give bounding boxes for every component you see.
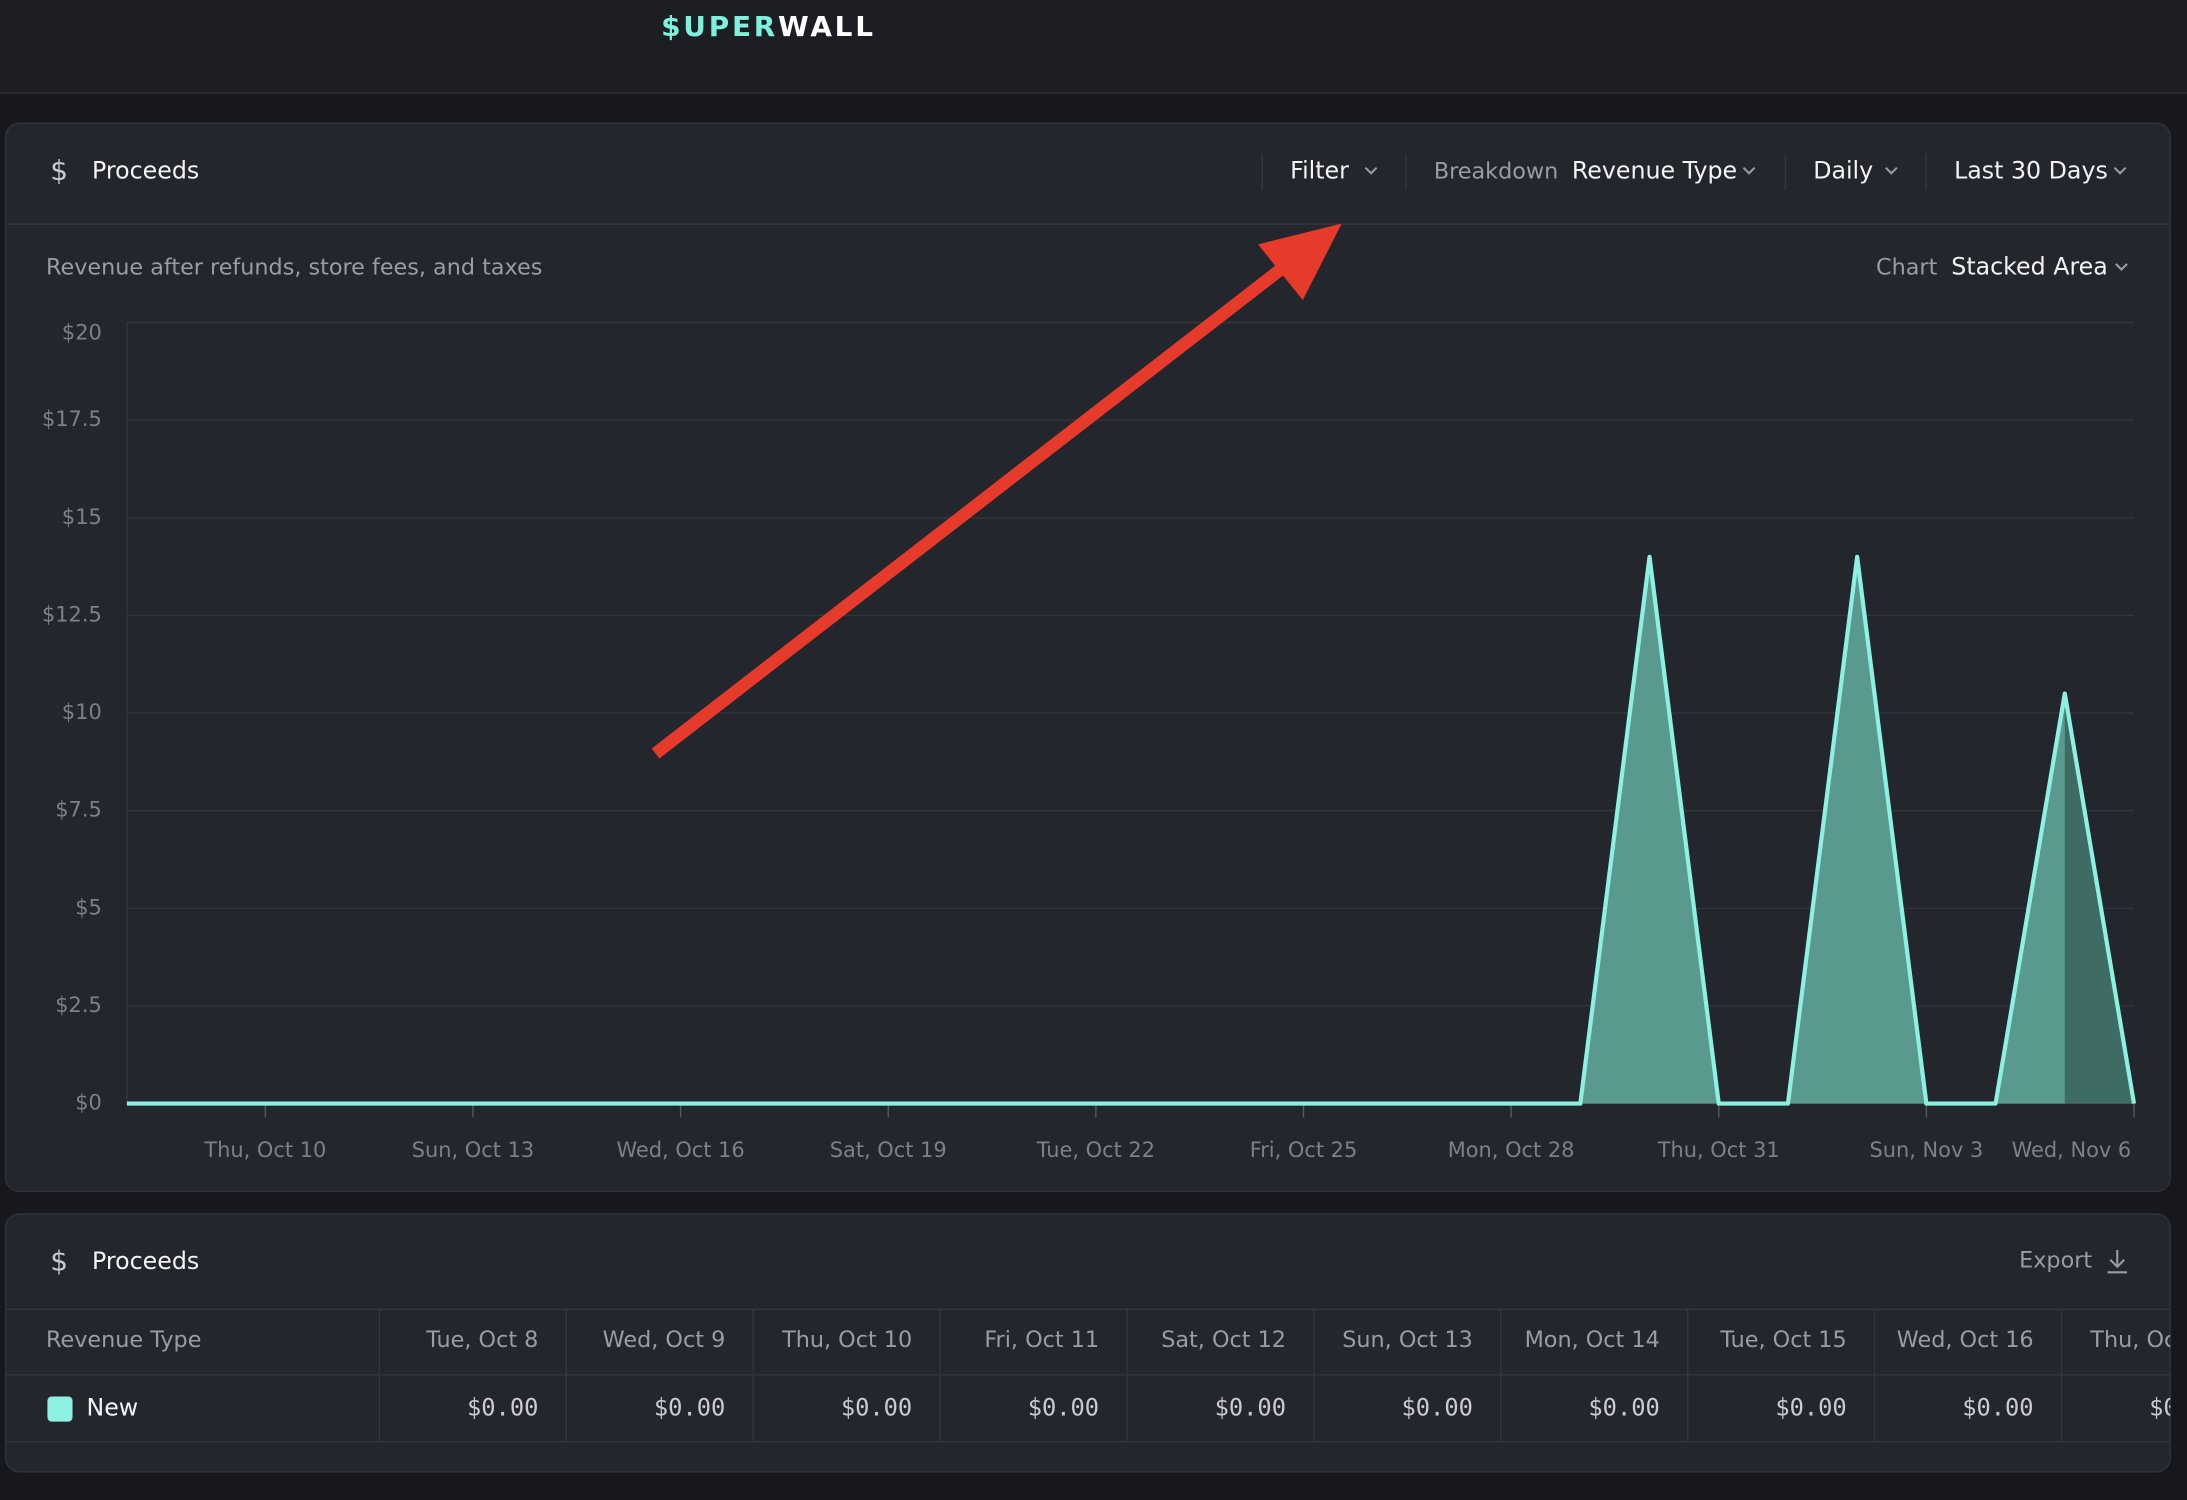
x-tick-label: Fri, Oct 25 — [1250, 1138, 1358, 1162]
range-select[interactable]: Last 30 Days — [1954, 156, 2108, 184]
plot: $0 $2.5 $5 $7.5 $10 $12.5 $15 $17.5 $20 Thu, Oct … — [42, 321, 2137, 1162]
breakdown-label: Breakdown — [1434, 158, 1558, 184]
table-panel — [4, 1213, 2171, 1473]
y-tick-label: $5 — [75, 895, 102, 919]
chart-type-select[interactable]: Stacked Area — [1951, 253, 2107, 281]
y-tick-label: $20 — [62, 321, 102, 345]
y-tick-label: $2.5 — [55, 993, 102, 1017]
filter-button[interactable]: Filter — [1290, 156, 1349, 184]
subtitle: Revenue after refunds, store fees, and t… — [46, 255, 542, 281]
breakdown-select[interactable]: Revenue Type — [1572, 156, 1737, 184]
interval-select[interactable]: Daily — [1813, 156, 1873, 184]
column-header: Wed, Oct 16 — [1897, 1327, 2034, 1353]
y-tick-label: $15 — [62, 505, 102, 529]
line — [126, 554, 2137, 1106]
column-header: Fri, Oct 11 — [984, 1327, 1099, 1353]
cell: $0.00 — [1028, 1394, 1099, 1422]
dollar-icon: $ — [50, 154, 68, 187]
column-header: Thu, Oct 17 — [2089, 1327, 2187, 1353]
column-header: Tue, Oct 15 — [1719, 1327, 1846, 1353]
legend-swatch — [47, 1396, 73, 1422]
x-tick-label: Thu, Oct 10 — [203, 1138, 326, 1162]
x-tick-label: Wed, Nov 6 — [2012, 1138, 2132, 1162]
column-header: Tue, Oct 8 — [425, 1327, 538, 1353]
cell: $0.00 — [1588, 1394, 1659, 1422]
column-header: Revenue Type — [46, 1327, 201, 1353]
logo-accent: $UPER — [661, 10, 778, 43]
y-tick-label: $7.5 — [55, 798, 102, 822]
export-button[interactable]: Export — [2019, 1248, 2092, 1274]
arrow-shaft — [651, 260, 1290, 759]
annotation-arrow — [651, 223, 1342, 759]
column-header: Thu, Oct 10 — [781, 1327, 912, 1353]
cell: $0.00 — [841, 1394, 912, 1422]
table: Revenue Type Tue, Oct 8 Wed, Oct 9 Thu, Oct… — [5, 1308, 2187, 1443]
logo-rest: WALL — [778, 10, 876, 43]
cell: $0.00 — [1775, 1394, 1846, 1422]
x-tick-label: Sat, Oct 19 — [830, 1138, 947, 1162]
cell: $0.00 — [654, 1394, 725, 1422]
row-label: New — [86, 1394, 138, 1422]
table-title: Proceeds — [92, 1247, 199, 1275]
y-tick-label: $0 — [75, 1091, 102, 1115]
download-icon — [2107, 1250, 2128, 1274]
arrow-head — [1258, 223, 1342, 301]
x-tick-label: Tue, Oct 22 — [1036, 1138, 1155, 1162]
panel-title: Proceeds — [92, 156, 199, 184]
logo[interactable]: $UPERWALL — [661, 10, 876, 43]
chevron — [1742, 166, 1756, 175]
x-tick-label: Thu, Oct 31 — [1657, 1138, 1780, 1162]
column-header: Mon, Oct 14 — [1525, 1327, 1660, 1353]
incomplete-period — [2064, 693, 2134, 1104]
dollar-icon: $ — [50, 1245, 68, 1278]
column-header: Sat, Oct 12 — [1161, 1327, 1286, 1353]
x-tick-label: Sun, Nov 3 — [1869, 1138, 1983, 1162]
chevron — [1364, 166, 1378, 175]
cell: $0.00 — [1962, 1394, 2033, 1422]
chevron — [2115, 263, 2128, 271]
top-bar — [0, 0, 2187, 93]
x-tick-label: Mon, Oct 28 — [1448, 1138, 1575, 1162]
x-tick-label: Wed, Oct 16 — [616, 1138, 744, 1162]
y-tick-label: $10 — [62, 700, 102, 724]
cell: $0.00 — [1215, 1394, 1286, 1422]
y-tick-label: $17.5 — [42, 407, 102, 431]
y-tick-label: $12.5 — [42, 602, 102, 626]
column-header: Wed, Oct 9 — [603, 1327, 726, 1353]
cell: $0.00 — [1402, 1394, 1473, 1422]
cell: $0.00 — [467, 1394, 538, 1422]
column-header: Sun, Oct 13 — [1342, 1327, 1473, 1353]
chart-label: Chart — [1876, 255, 1938, 281]
chevron — [2113, 166, 2127, 175]
chevron — [1884, 166, 1898, 175]
cell: $0.00 — [2149, 1394, 2187, 1422]
x-tick-label: Sun, Oct 13 — [412, 1138, 534, 1162]
